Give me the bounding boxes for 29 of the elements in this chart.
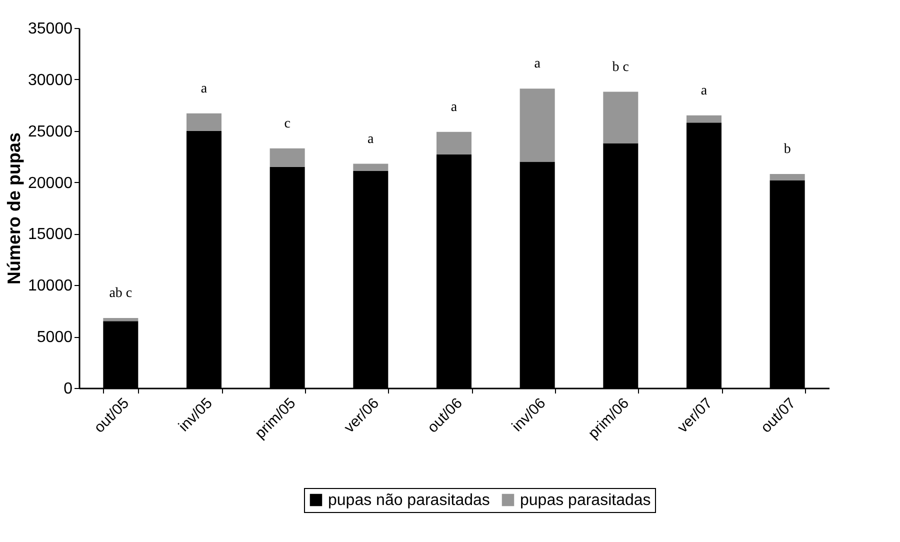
annotation: b bbox=[784, 142, 791, 158]
y-tick-label: 30000 bbox=[28, 72, 73, 89]
y-tick-label: 0 bbox=[64, 380, 73, 398]
annotation: a bbox=[534, 56, 542, 72]
y-tick-label: 5000 bbox=[36, 329, 73, 346]
bar bbox=[186, 113, 222, 131]
bar bbox=[520, 88, 555, 162]
y-tick-label: 10000 bbox=[28, 278, 73, 295]
annotation: a bbox=[450, 100, 458, 115]
bar bbox=[686, 115, 722, 123]
y-tick-label: 25000 bbox=[28, 123, 73, 140]
y-tick-label: 20000 bbox=[28, 174, 73, 192]
annotation: b c bbox=[612, 60, 630, 75]
bar bbox=[603, 92, 638, 144]
bar bbox=[353, 164, 388, 171]
bar bbox=[436, 132, 472, 155]
y-axis-title: Número de pupas bbox=[4, 132, 24, 285]
legend-label: pupas não parasitadas bbox=[328, 492, 490, 509]
legend-label: pupas parasitadas bbox=[520, 492, 651, 509]
y-tick-label: 35000 bbox=[28, 20, 73, 38]
bar bbox=[770, 174, 805, 180]
bar bbox=[103, 318, 138, 322]
annotation: c bbox=[284, 116, 290, 132]
annotation: ab c bbox=[109, 286, 132, 302]
annotation: a bbox=[368, 132, 375, 147]
annotation: a bbox=[200, 81, 208, 96]
annotation: a bbox=[700, 83, 708, 98]
y-tick-label: 15000 bbox=[28, 226, 73, 244]
bar bbox=[270, 148, 305, 167]
